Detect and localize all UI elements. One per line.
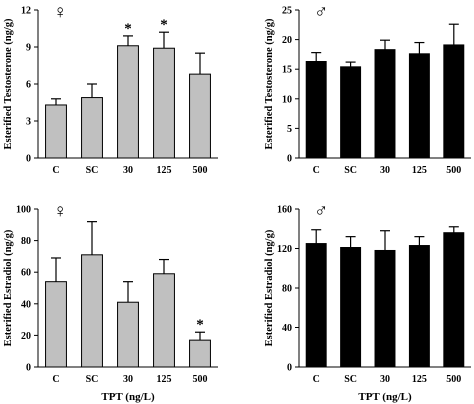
y-tick-label: 0 (287, 363, 292, 374)
y-tick-label: 9 (26, 43, 31, 54)
bar-30 (374, 249, 396, 368)
y-tick-label: 60 (21, 268, 31, 279)
y-tick-label: 100 (16, 205, 31, 216)
x-tick-label: SC (344, 165, 357, 176)
chart-panel-3: 0 20 40 60 80 100 Esterified Estradiol (ng/g) C… (3, 201, 218, 403)
x-tick-label: 125 (157, 165, 172, 176)
bar-SC (340, 247, 362, 368)
x-tick-label: C (52, 374, 59, 385)
y-tick-label: 0 (26, 363, 31, 374)
bar-500 (443, 44, 465, 159)
chart-panel-4: 0 40 80 120 160 Esterified Estradiol (ng/g) C S… (264, 201, 471, 403)
y-tick-label: 5 (287, 124, 292, 135)
y-tick-label: 80 (282, 284, 292, 295)
y-tick-label: 120 (277, 244, 292, 255)
bar-30 (374, 49, 396, 159)
bar-C (45, 104, 67, 159)
x-tick-label: 125 (412, 165, 427, 176)
x-tick-label: C (52, 165, 59, 176)
bar-C (305, 61, 327, 159)
y-tick-label: 160 (277, 205, 292, 216)
y-tick-label: 0 (26, 154, 31, 165)
bar-500 (189, 73, 211, 159)
x-tick-label: 500 (193, 165, 208, 176)
significance-star: * (124, 21, 132, 37)
bar-SC (340, 66, 362, 159)
x-tick-label: 125 (412, 374, 427, 385)
x-tick-label: SC (86, 374, 99, 385)
chart-panel-2: 0 5 10 15 20 25 Esterified Testosterone (ng/g)… (264, 2, 471, 176)
bar-C (45, 281, 67, 368)
y-tick-label: 40 (282, 323, 292, 334)
significance-star: * (160, 17, 168, 33)
sex-symbol: ♂ (314, 2, 328, 23)
bar-125 (153, 47, 175, 159)
bar-125 (153, 273, 175, 368)
y-axis-title: Esterified Estradiol (ng/g) (264, 229, 275, 346)
bar-SC (81, 97, 103, 159)
bar-SC (81, 254, 103, 368)
x-tick-label: C (313, 165, 320, 176)
y-tick-label: 3 (26, 117, 31, 128)
y-tick-label: 20 (282, 35, 292, 46)
x-tick-label: 500 (446, 165, 461, 176)
y-tick-label: 0 (287, 154, 292, 165)
significance-star: * (196, 317, 204, 333)
bar-30 (117, 45, 139, 159)
x-axis-title: TPT (ng/L) (358, 391, 412, 403)
bar-125 (408, 53, 430, 159)
y-axis-title: Esterified Testosterone (ng/g) (264, 18, 275, 150)
x-tick-label: SC (86, 165, 99, 176)
sex-symbol: ♀ (53, 201, 67, 222)
y-tick-label: 10 (282, 94, 292, 105)
y-tick-label: 15 (282, 65, 292, 76)
sex-symbol: ♂ (314, 201, 328, 222)
sex-symbol: ♀ (53, 2, 67, 23)
y-tick-label: 25 (282, 6, 292, 17)
chart-panel-1: 0 3 6 9 12 Esterified Testosterone (ng/g) C SC *… (3, 2, 218, 176)
x-tick-label: 500 (446, 374, 461, 385)
bar-125 (408, 245, 430, 368)
y-tick-label: 12 (21, 6, 31, 17)
x-axis-title: TPT (ng/L) (101, 391, 155, 403)
x-tick-label: 30 (380, 374, 390, 385)
x-tick-label: 125 (157, 374, 172, 385)
y-axis-title: Esterified Testosterone (ng/g) (3, 18, 14, 150)
bar-500 (189, 339, 211, 368)
x-tick-label: C (313, 374, 320, 385)
x-tick-label: 30 (380, 165, 390, 176)
x-tick-label: 30 (123, 165, 133, 176)
bar-500 (443, 232, 465, 368)
y-axis-title: Esterified Estradiol (ng/g) (3, 229, 14, 346)
bar-C (305, 243, 327, 368)
y-tick-label: 20 (21, 331, 31, 342)
y-tick-label: 6 (26, 80, 31, 91)
y-tick-label: 40 (21, 299, 31, 310)
x-tick-label: 30 (123, 374, 133, 385)
y-tick-label: 80 (21, 236, 31, 247)
x-tick-label: SC (344, 374, 357, 385)
x-tick-label: 500 (193, 374, 208, 385)
bar-30 (117, 301, 139, 368)
